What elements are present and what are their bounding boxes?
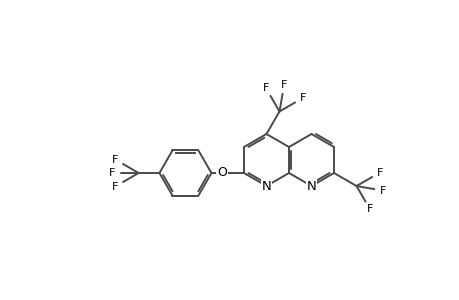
Text: F: F <box>376 167 382 178</box>
Text: F: F <box>112 154 118 164</box>
Text: F: F <box>379 186 386 196</box>
Text: F: F <box>366 204 372 214</box>
Text: N: N <box>261 179 271 193</box>
Text: N: N <box>306 179 316 193</box>
Text: O: O <box>217 167 226 179</box>
Text: F: F <box>280 80 287 90</box>
Text: F: F <box>262 83 269 93</box>
Text: F: F <box>108 168 115 178</box>
Text: F: F <box>112 182 118 191</box>
Text: F: F <box>299 93 305 103</box>
